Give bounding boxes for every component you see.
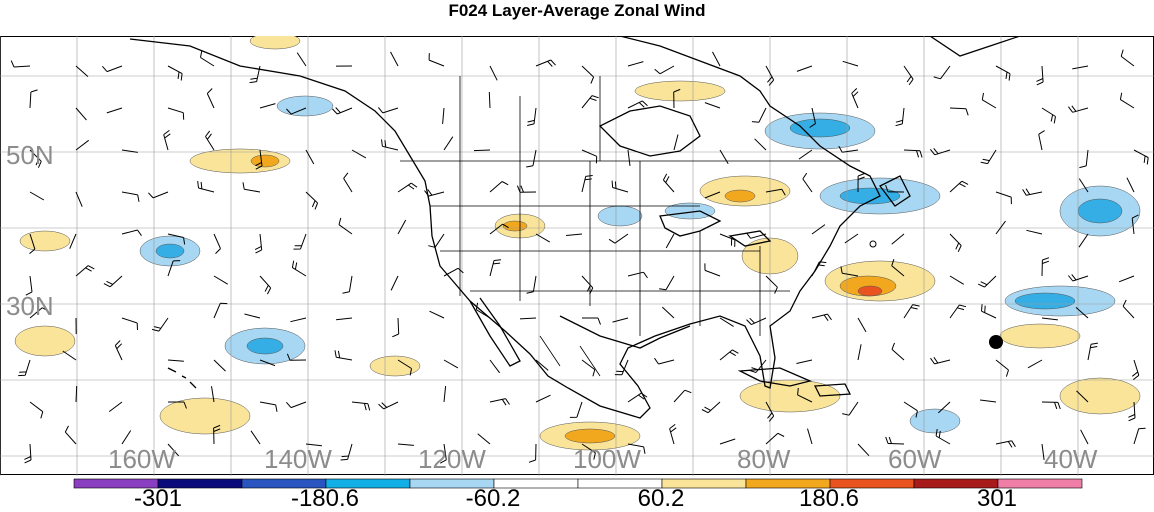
wind-barb [489,92,490,108]
colorbar-label-1: -301 [134,486,182,512]
colorbar-label-6: 301 [977,486,1017,512]
wind-contour-region [1060,378,1140,414]
wind-contour-region [156,244,184,258]
wind-barb [76,386,77,402]
wind-barb [474,150,490,151]
zonal-wind-map [0,36,1154,476]
lat-label-30n: 30N [6,293,54,319]
wind-contour-region [160,398,250,434]
wind-contour-region [1000,324,1080,348]
lon-label-160w: 160W [108,446,176,472]
wind-contour-region [665,203,715,219]
wind-contour-region [20,231,70,251]
colorbar-label-2: -180.6 [291,486,359,512]
lon-label-140w: 140W [264,446,332,472]
storm-marker [989,335,1003,349]
wind-contour-region [251,155,279,167]
lon-label-60w: 60W [888,446,941,472]
wind-contour-region [598,206,642,226]
lon-label-40w: 40W [1044,446,1097,472]
wind-contour-region [1015,293,1075,309]
wind-contour-region [15,326,75,356]
wind-contour-region [565,429,615,443]
lon-label-80w: 80W [737,446,790,472]
wind-contour-region [858,286,882,296]
wind-contour-region [247,338,283,354]
wind-contour-region [1078,199,1122,223]
wind-contour-region [790,119,850,137]
colorbar-label-4: 60.2 [638,486,685,512]
lon-label-120w: 120W [418,446,486,472]
map-title: F024 Layer-Average Zonal Wind [0,0,1154,22]
lon-label-100w: 100W [573,446,641,472]
wind-contour-region [725,190,755,202]
lat-label-50n: 50N [6,142,54,168]
colorbar-label-5: 180.6 [799,486,859,512]
wind-contour-region [277,96,333,116]
wind-contour-region [635,81,725,101]
wind-contour-region [370,356,420,376]
colorbar-label-3: -60.2 [466,486,521,512]
